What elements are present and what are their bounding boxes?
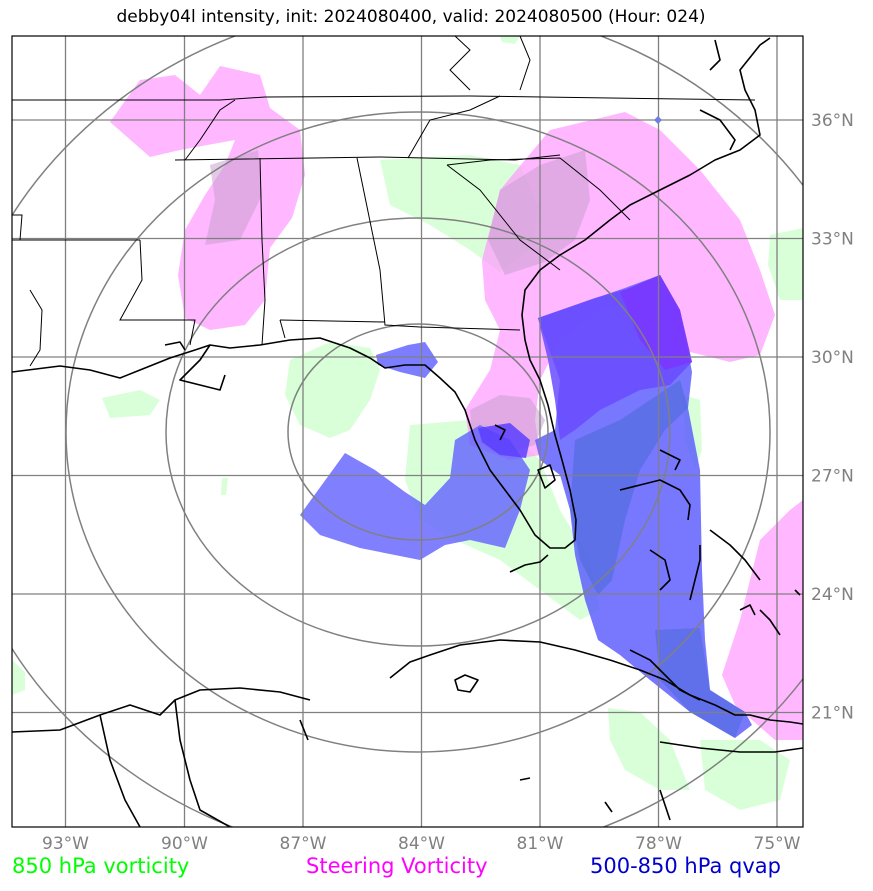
- lon-tick-75w: 75°W: [754, 834, 801, 854]
- lat-tick-labels: 36°N 33°N 30°N 27°N 24°N 21°N: [811, 111, 854, 724]
- lon-tick-labels: 93°W 90°W 87°W 84°W 81°W 78°W 75°W: [42, 834, 801, 854]
- lon-tick-84w: 84°W: [398, 834, 445, 854]
- lon-tick-81w: 81°W: [517, 834, 564, 854]
- lat-tick-24n: 24°N: [811, 585, 854, 605]
- lon-tick-93w: 93°W: [42, 834, 89, 854]
- legend-vort850: 850 hPa vorticity: [12, 854, 190, 878]
- map-frame: [11, 35, 804, 828]
- lat-tick-30n: 30°N: [811, 348, 854, 368]
- lat-tick-33n: 33°N: [811, 230, 854, 250]
- legend-steering-vorticity: Steering Vorticity: [306, 854, 488, 878]
- state-borders: [12, 36, 756, 367]
- lon-tick-78w: 78°W: [635, 834, 682, 854]
- lat-tick-36n: 36°N: [811, 111, 854, 131]
- range-rings: [12, 36, 803, 827]
- location-marker: [654, 116, 662, 124]
- lon-tick-87w: 87°W: [280, 834, 327, 854]
- coastlines: [12, 37, 803, 827]
- lat-tick-21n: 21°N: [811, 704, 854, 724]
- map-title: debby04l intensity, init: 2024080400, va…: [116, 7, 706, 27]
- graticule: [12, 36, 803, 827]
- lon-tick-90w: 90°W: [161, 834, 208, 854]
- lat-tick-27n: 27°N: [811, 467, 854, 487]
- legend-qvap: 500-850 hPa qvap: [590, 854, 781, 878]
